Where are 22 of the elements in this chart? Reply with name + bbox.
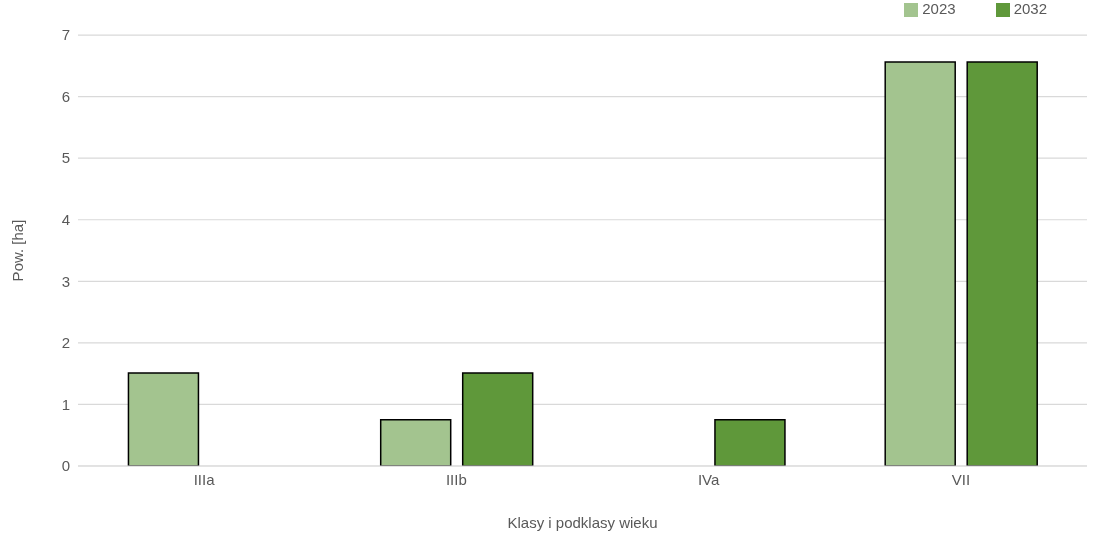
x-axis-title: Klasy i podklasy wieku xyxy=(507,514,658,531)
bar xyxy=(379,419,452,466)
bar xyxy=(461,372,534,466)
y-tick-label: 5 xyxy=(61,149,70,167)
legend-label: 2032 xyxy=(1013,0,1047,17)
y-axis-title: Pow. [ha] xyxy=(9,219,27,282)
bar xyxy=(127,372,200,466)
bar xyxy=(884,61,956,466)
y-tick-label: 4 xyxy=(61,211,70,229)
bar xyxy=(966,61,1038,466)
y-tick-label: 0 xyxy=(61,457,70,475)
x-tick-label: IVa xyxy=(697,470,720,488)
y-tick-label: 7 xyxy=(61,26,70,44)
y-tick-label: 2 xyxy=(61,334,70,352)
y-tick-label: 6 xyxy=(61,87,70,105)
x-tick-label: IIIb xyxy=(445,470,467,488)
bar xyxy=(714,419,786,466)
x-tick-label: VII xyxy=(951,470,971,488)
y-tick-label: 1 xyxy=(61,395,70,413)
y-tick-label: 3 xyxy=(61,272,70,290)
legend-label: 2023 xyxy=(922,0,956,17)
x-tick-label: IIIa xyxy=(193,470,216,488)
